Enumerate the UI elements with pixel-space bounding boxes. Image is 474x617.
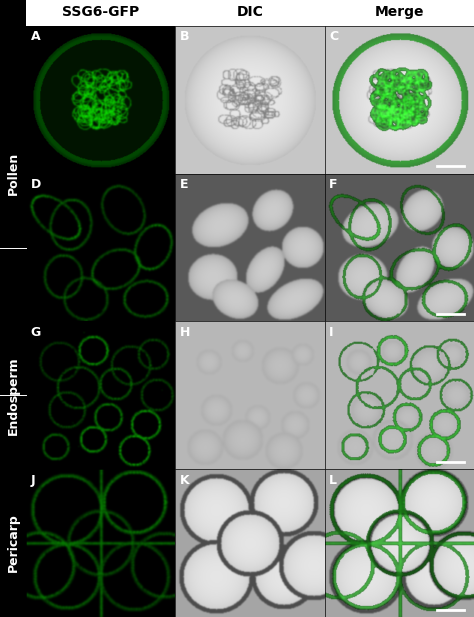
Text: DIC: DIC [237,5,264,19]
Text: Merge: Merge [374,5,424,19]
Text: F: F [329,178,337,191]
Text: E: E [180,178,188,191]
Text: Pericarp: Pericarp [7,514,19,573]
Text: SSG6-GFP: SSG6-GFP [62,5,139,19]
Text: J: J [30,474,35,487]
Text: G: G [30,326,41,339]
Text: H: H [180,326,190,339]
Text: B: B [180,30,189,43]
Text: K: K [180,474,190,487]
Text: Endosperm: Endosperm [7,356,19,434]
Text: L: L [329,474,337,487]
Text: A: A [30,30,40,43]
Text: Pollen: Pollen [7,152,19,196]
Text: C: C [329,30,338,43]
Text: I: I [329,326,334,339]
Text: D: D [30,178,41,191]
